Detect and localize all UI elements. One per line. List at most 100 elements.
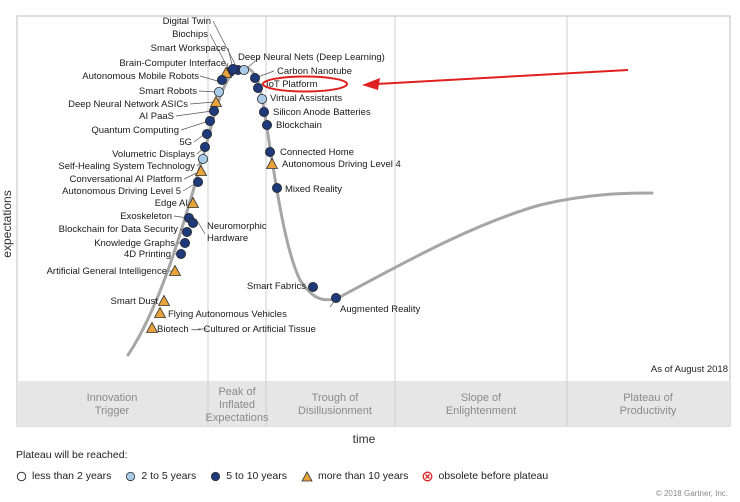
phase-label-line: Plateau of: [623, 392, 673, 404]
tech-label-biochips: Biochips: [172, 29, 208, 40]
tech-label-connected-home: Connected Home: [280, 147, 354, 158]
tech-label-augmented-reality: Augmented Reality: [340, 304, 421, 315]
tech-label-flying-autonomous-vehicles: Flying Autonomous Vehicles: [168, 309, 287, 320]
legend-item-lt-2: less than 2 years: [16, 470, 111, 482]
phase-label-line: Peak of: [218, 386, 256, 398]
iot-highlight-ellipse: [262, 75, 348, 93]
phase-band: [17, 381, 730, 426]
annotation-arrow-shaft: [375, 69, 629, 85]
legend-label: less than 2 years: [32, 470, 112, 482]
circle-dark-blue-icon: [211, 471, 221, 481]
y-axis-label: expectations: [0, 190, 14, 257]
tech-label-silicon-anode: Silicon Anode Batteries: [273, 107, 371, 118]
phase-label-line: Slope of: [461, 392, 502, 404]
tech-label-smart-dust: Smart Dust: [110, 296, 158, 307]
technology-marker: [271, 182, 282, 193]
tech-label-carbon-nanotube: Carbon Nanotube: [277, 66, 352, 77]
tech-label-deep-neural-nets: Deep Neural Nets (Deep Learning): [238, 52, 385, 63]
tech-label-brain-computer-interface: Brain-Computer Interface: [119, 58, 226, 69]
technology-marker: [168, 264, 182, 276]
technology-marker: [213, 87, 224, 98]
technology-marker: [307, 281, 318, 292]
technology-marker: [227, 64, 238, 75]
legend-item-more-10: more than 10 years: [301, 470, 408, 482]
tech-label-autonomous-driving-4: Autonomous Driving Level 4: [282, 159, 401, 170]
tech-label-autonomous-mobile-robots: Autonomous Mobile Robots: [82, 71, 199, 82]
tech-label-agi: Artificial General Intelligence: [47, 266, 167, 277]
technology-marker: [264, 146, 275, 157]
tech-label-quantum-computing: Quantum Computing: [91, 125, 179, 136]
technology-marker: [187, 217, 198, 228]
tech-label-digital-twin: Digital Twin: [163, 16, 211, 27]
technology-marker: [181, 226, 192, 237]
tech-label-exoskeleton: Exoskeleton: [120, 211, 172, 222]
legend-item-5-10: 5 to 10 years: [210, 470, 287, 482]
legend: less than 2 years 2 to 5 years 5 to 10 y…: [16, 470, 562, 482]
technology-marker: [145, 321, 159, 333]
tech-label-blockchain: Blockchain: [276, 120, 322, 131]
legend-label: obsolete before plateau: [438, 470, 549, 482]
triangle-orange-icon: [301, 470, 313, 481]
technology-marker: [252, 83, 263, 94]
technology-marker: [175, 248, 186, 259]
annotation-arrow-head: [362, 78, 380, 90]
technology-marker: [199, 141, 210, 152]
phase-label-line: Enlightenment: [446, 405, 516, 417]
phase-label-line: Innovation: [87, 392, 138, 404]
tech-label-self-healing: Self-Healing System Technology: [58, 161, 195, 172]
tech-label-conversational-ai: Conversational AI Platform: [70, 174, 183, 185]
technology-marker: [186, 196, 200, 208]
technology-marker: [330, 292, 341, 303]
tech-label-biotech: Biotech — Cultured or Artificial Tissue: [157, 324, 316, 335]
tech-label-5g: 5G: [179, 137, 192, 148]
legend-item-2-5: 2 to 5 years: [125, 470, 196, 482]
technology-marker: [261, 120, 272, 131]
technology-marker: [238, 65, 249, 76]
circle-white-icon: [16, 471, 27, 481]
circle-light-blue-icon: [126, 471, 136, 481]
tech-label-neuromorphic: Neuromorphic Hardware: [207, 221, 267, 244]
phase-label-line: Trigger: [95, 405, 130, 417]
technology-marker: [153, 306, 167, 318]
tech-label-dnn-asics: Deep Neural Network ASICs: [68, 99, 188, 110]
phase-label-line: Expectations: [206, 412, 269, 424]
technology-marker: [256, 94, 267, 105]
technology-marker: [157, 294, 171, 306]
tech-label-autonomous-driving-5: Autonomous Driving Level 5: [62, 186, 181, 197]
tech-label-knowledge-graphs: Knowledge Graphs: [94, 238, 175, 249]
tech-label-volumetric-displays: Volumetric Displays: [112, 149, 195, 160]
tech-label-virtual-assistants: Virtual Assistants: [270, 93, 342, 104]
technology-markers: [145, 64, 341, 333]
technology-marker: [216, 75, 227, 86]
technology-marker: [204, 116, 215, 127]
tech-label-4d-printing: 4D Printing: [124, 249, 171, 260]
tech-label-smart-fabrics: Smart Fabrics: [247, 281, 306, 292]
phase-label-line: Productivity: [620, 405, 677, 417]
legend-label: more than 10 years: [317, 470, 409, 482]
tech-label-smart-robots: Smart Robots: [139, 86, 197, 97]
tech-label-smart-workspace: Smart Workspace: [151, 43, 226, 54]
phase-label-line: Disillusionment: [298, 405, 372, 417]
tech-label-mixed-reality: Mixed Reality: [285, 184, 342, 195]
tech-label-iot-platform: IoT Platform: [266, 79, 318, 90]
phase-label-line: Inflated: [219, 399, 255, 411]
technology-marker: [265, 157, 279, 169]
tech-label-ai-paas: AI PaaS: [139, 111, 174, 122]
legend-label: 5 to 10 years: [226, 470, 287, 482]
as-of-date: As of August 2018: [650, 364, 728, 375]
obsolete-x-icon: [422, 471, 433, 481]
technology-marker: [192, 176, 203, 187]
technology-marker: [208, 106, 219, 117]
technology-marker: [179, 237, 190, 248]
technology-labels: Digital Twin Biochips Smart Workspace Br…: [47, 16, 421, 335]
technology-marker: [201, 128, 212, 139]
copyright-notice: © 2018 Gartner, Inc.: [655, 489, 728, 498]
x-axis-label: time: [353, 432, 376, 446]
technology-marker: [258, 107, 269, 118]
legend-label: 2 to 5 years: [141, 470, 197, 482]
tech-label-blockchain-data-security: Blockchain for Data Security: [59, 224, 179, 235]
phase-label-line: Trough of: [312, 392, 360, 404]
phase-labels: Innovation Trigger Peak of Inflated Expe…: [87, 386, 677, 424]
technology-marker: [194, 164, 208, 176]
